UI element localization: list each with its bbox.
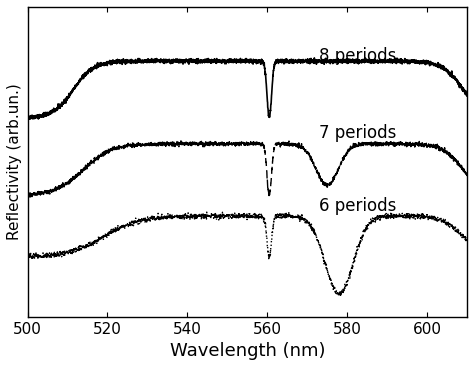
Text: 6 periods: 6 periods — [319, 197, 397, 215]
Text: 8 periods: 8 periods — [319, 47, 397, 65]
Y-axis label: Reflectivity (arb.un.): Reflectivity (arb.un.) — [7, 83, 22, 240]
Text: 7 periods: 7 periods — [319, 124, 397, 142]
X-axis label: Wavelength (nm): Wavelength (nm) — [170, 342, 325, 360]
